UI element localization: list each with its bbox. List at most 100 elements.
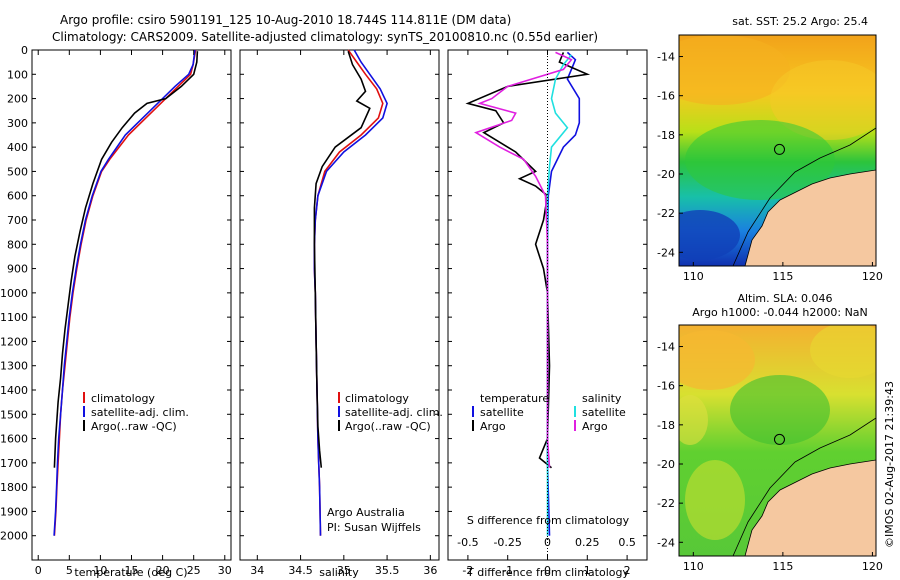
map-x-tick-label: 110	[683, 560, 704, 573]
legend-salinity-heading: salinity	[582, 392, 622, 405]
sst-map-title: sat. SST: 25.2 Argo: 25.4	[732, 15, 868, 28]
sla-map-title-line1: Altim. SLA: 0.046	[737, 292, 832, 305]
x-tick-label: 5	[66, 564, 73, 577]
x-tick-label: 25	[187, 564, 201, 577]
map-y-tick-label: -24	[657, 536, 675, 549]
map-y-tick-label: -14	[657, 341, 675, 354]
salinity-xlabel: salinity	[319, 566, 359, 579]
legend-argo: Argo(..raw -QC)	[91, 420, 177, 433]
map-y-tick-label: -14	[657, 51, 675, 64]
legend-s-satellite: satellite	[582, 406, 626, 419]
annotation-pi: PI: Susan Wijffels	[327, 521, 421, 534]
salinity-plot-frame	[239, 49, 440, 561]
y-tick-label: 1400	[0, 384, 28, 397]
bathymetry-contour	[732, 417, 876, 556]
sla-map-panel: Altim. SLA: 0.046 Argo h1000: -0.044 h20…	[657, 292, 883, 573]
difference-legend: temperature satellite Argo salinity sate…	[472, 392, 626, 433]
x-tick-label: 34	[250, 564, 264, 577]
y-tick-label: 1100	[0, 311, 28, 324]
difference-panel: -2 -1 0 1 2 -0.5 -0.25 0 0.25 0.5 S difference f…	[447, 49, 648, 579]
legend-s-argo: Argo	[582, 420, 608, 433]
map-y-tick-label: -16	[657, 90, 675, 103]
x-tick-label: 34.5	[288, 564, 313, 577]
map-y-tick-label: -22	[657, 207, 675, 220]
map-y-tick-label: -20	[657, 168, 675, 181]
x-tick-label: 10	[93, 564, 107, 577]
y-tick-label: 500	[7, 165, 28, 178]
legend-satellite: satellite-adj. clim.	[345, 406, 443, 419]
y-tick-label: 700	[7, 214, 28, 227]
temperature-plot-frame	[31, 49, 232, 561]
series-line-climatology	[53, 49, 197, 536]
salinity-panel: 34 34.5 35 35.5 36 salinity climatology sate…	[239, 49, 443, 579]
x-tick-label: 15	[125, 564, 139, 577]
y-tick-label: 2000	[0, 530, 28, 543]
x-tick-label: 2	[624, 564, 631, 577]
y-tick-label: 100	[7, 68, 28, 81]
series-line-argo-raw-qc-	[313, 50, 371, 468]
s-tick-label: -0.5	[457, 536, 478, 549]
x-tick-label: -1	[502, 564, 513, 577]
y-tick-label: 1200	[0, 335, 28, 348]
y-tick-label: 1800	[0, 481, 28, 494]
map-y-tick-label: -18	[657, 419, 675, 432]
map-y-tick-label: -16	[657, 380, 675, 393]
legend-temperature-heading: temperature	[480, 392, 549, 405]
argo-position-marker	[773, 433, 785, 445]
y-tick-label: 900	[7, 263, 28, 276]
s-tick-label: 0.5	[618, 536, 636, 549]
temperature-legend: climatology satellite-adj. clim. Argo(..…	[83, 392, 189, 433]
legend-satellite: satellite-adj. clim.	[91, 406, 189, 419]
y-tick-label: 0	[21, 44, 28, 57]
map-y-tick-label: -20	[657, 458, 675, 471]
annotation-argo-australia: Argo Australia	[327, 506, 405, 519]
map-y-tick-label: -18	[657, 129, 675, 142]
temperature-xlabel: temperature (deg C)	[74, 566, 187, 579]
x-tick-label: 35	[337, 564, 351, 577]
series-line-argo-raw-qc-	[53, 51, 199, 468]
land-mass	[744, 169, 876, 266]
x-tick-label: 0	[35, 564, 42, 577]
x-tick-label: 30	[218, 564, 232, 577]
sst-map-panel: sat. SST: 25.2 Argo: 25.4 110 115 120 -14 -1…	[657, 15, 883, 283]
y-tick-label: 200	[7, 93, 28, 106]
y-tick-label: 400	[7, 141, 28, 154]
legend-climatology: climatology	[345, 392, 409, 405]
series-line-s-argo	[474, 51, 573, 468]
map-x-tick-label: 120	[862, 560, 883, 573]
x-tick-label: 36	[423, 564, 437, 577]
x-tick-label: -2	[462, 564, 473, 577]
series-line-t-satellite	[546, 51, 581, 536]
series-line-s-satellite	[546, 54, 573, 536]
legend-t-argo: Argo	[480, 420, 506, 433]
legend-argo: Argo(..raw -QC)	[345, 420, 431, 433]
s-tick-label: -0.25	[493, 536, 521, 549]
map-x-tick-label: 120	[862, 270, 883, 283]
y-tick-label: 1900	[0, 505, 28, 518]
difference-top-xlabel: S difference from climatology	[467, 514, 630, 527]
y-tick-label: 600	[7, 190, 28, 203]
map-y-tick-label: -22	[657, 497, 675, 510]
map-y-tick-label: -24	[657, 246, 675, 259]
map-x-tick-label: 115	[772, 270, 793, 283]
sla-map-title-line2: Argo h1000: -0.044 h2000: NaN	[692, 306, 868, 319]
series-line-t-argo	[465, 52, 591, 469]
salinity-legend: climatology satellite-adj. clim. Argo(..…	[338, 392, 443, 433]
x-tick-label: 1	[584, 564, 591, 577]
s-tick-label: 0	[544, 536, 551, 549]
difference-xlabel: T difference from climatology	[466, 566, 629, 579]
y-tick-label: 1300	[0, 360, 28, 373]
land-mass	[744, 459, 876, 556]
y-tick-label: 1700	[0, 457, 28, 470]
map-x-tick-label: 110	[683, 270, 704, 283]
x-tick-label: 35.5	[375, 564, 400, 577]
s-tick-label: 0.25	[575, 536, 600, 549]
legend-t-satellite: satellite	[480, 406, 524, 419]
y-tick-label: 300	[7, 117, 28, 130]
y-tick-label: 1500	[0, 408, 28, 421]
imos-timestamp-stamp: ©IMOS 02-Aug-2017 21:39:43	[883, 381, 896, 548]
figure-title-line2: Climatology: CARS2009. Satellite-adjuste…	[52, 30, 598, 44]
x-tick-label: 0	[544, 564, 551, 577]
series-line-satellite-adj-clim-	[53, 49, 196, 536]
